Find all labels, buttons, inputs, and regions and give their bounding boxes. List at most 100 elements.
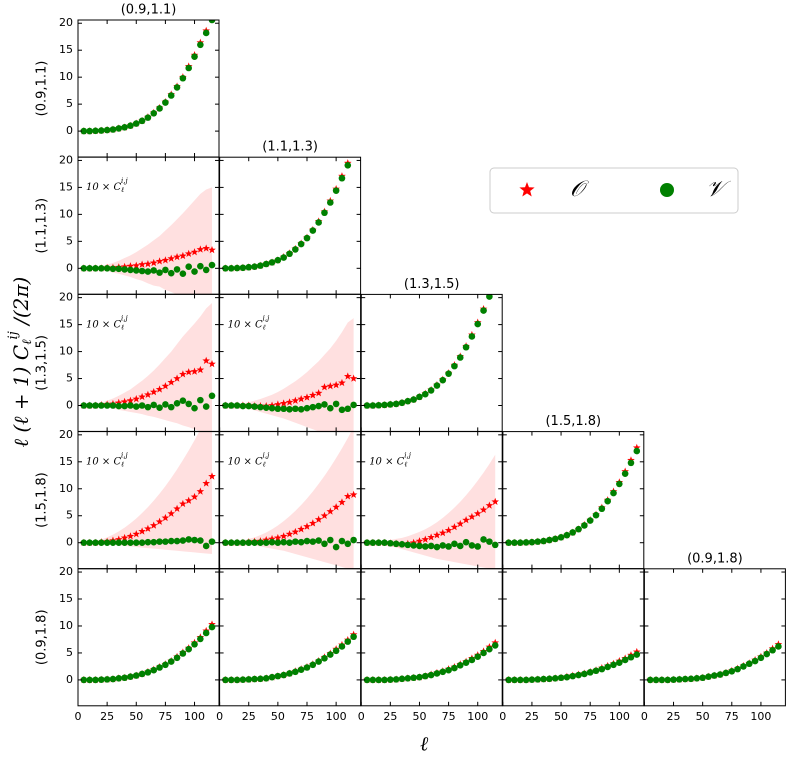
annotation-sub: ℓ bbox=[120, 186, 124, 194]
circle-point bbox=[185, 536, 193, 543]
circle-point bbox=[156, 404, 163, 411]
circle-point bbox=[492, 279, 499, 286]
panel-ylabel: (1.1,1.3) bbox=[35, 198, 50, 254]
circle-point bbox=[138, 117, 146, 125]
star-point bbox=[338, 498, 346, 506]
circle-point bbox=[127, 402, 134, 409]
annotation-text: 10 × C bbox=[86, 319, 121, 330]
annotation-sup: i,j bbox=[121, 177, 128, 185]
circle-point bbox=[557, 534, 565, 541]
y-tick-label: 5 bbox=[66, 372, 73, 385]
circle-point bbox=[179, 74, 187, 82]
circle-point bbox=[416, 393, 423, 401]
circle-point bbox=[103, 402, 111, 409]
panel: 10 × Cℓi,j bbox=[360, 431, 503, 570]
annotation-text: 10 × C bbox=[369, 456, 404, 467]
circle-point bbox=[202, 266, 210, 274]
circle-point bbox=[127, 266, 134, 274]
panel: 0 25 50 75 100 bbox=[358, 568, 503, 723]
circle-point bbox=[451, 362, 458, 370]
star-point bbox=[138, 260, 146, 268]
circle-point bbox=[202, 29, 210, 37]
circle-point bbox=[321, 540, 328, 548]
star-point bbox=[114, 535, 123, 543]
circle-point bbox=[315, 219, 322, 226]
y-tick-label: 20 bbox=[59, 291, 73, 304]
circle-point bbox=[173, 400, 181, 407]
x-tick-label: 50 bbox=[271, 710, 285, 723]
circle-point bbox=[132, 672, 140, 679]
circle-point bbox=[321, 209, 328, 217]
star-point bbox=[633, 443, 641, 452]
circle-point bbox=[103, 126, 111, 134]
circle-point bbox=[103, 539, 111, 547]
circle-point bbox=[740, 663, 747, 670]
star-point bbox=[444, 526, 453, 534]
circle-point bbox=[121, 539, 128, 547]
circle-point bbox=[297, 538, 305, 546]
circle-point bbox=[156, 105, 163, 112]
circle-point bbox=[245, 676, 253, 683]
circle-point bbox=[173, 654, 181, 662]
circle-point bbox=[439, 376, 447, 384]
star-point bbox=[120, 397, 129, 405]
circle-point bbox=[251, 403, 258, 410]
circle-point bbox=[202, 629, 210, 637]
circle-point bbox=[109, 539, 117, 547]
annotation: 10 × Cℓi,j bbox=[228, 452, 271, 469]
plot-area bbox=[80, 431, 216, 555]
circle-point bbox=[303, 404, 311, 412]
circle-point bbox=[427, 671, 435, 679]
star-point bbox=[274, 533, 282, 542]
circle-point bbox=[598, 505, 606, 513]
circle-point bbox=[344, 540, 352, 548]
circle-point bbox=[569, 672, 577, 680]
circle-point bbox=[505, 539, 512, 547]
circle-point bbox=[627, 459, 635, 467]
x-tick-label: 0 bbox=[499, 710, 506, 723]
star-point bbox=[491, 497, 500, 505]
circle-point bbox=[286, 670, 293, 677]
circle-point bbox=[121, 402, 128, 410]
circle-point bbox=[173, 266, 181, 273]
star-point bbox=[297, 525, 305, 533]
circle-point bbox=[392, 400, 400, 408]
error-band bbox=[225, 431, 354, 569]
circle-point bbox=[185, 64, 193, 72]
star-point bbox=[208, 245, 216, 254]
star-point bbox=[491, 276, 499, 283]
circle-point bbox=[239, 402, 247, 410]
circle-point bbox=[132, 120, 140, 127]
circle-point bbox=[208, 623, 216, 631]
plot-area bbox=[646, 640, 783, 684]
panel: 0 5 10 15 20 (1.3,1.5) 10 × Cℓi,j bbox=[35, 291, 220, 432]
circle-point bbox=[344, 638, 352, 645]
circle-point bbox=[491, 541, 499, 549]
circle-point bbox=[150, 267, 158, 274]
legend: 𝒪 𝒱 bbox=[489, 167, 739, 214]
circle-point bbox=[699, 674, 706, 682]
circle-point bbox=[451, 540, 458, 548]
panel: 0 25 50 75 100 (0.9,1.8) bbox=[641, 551, 786, 723]
circle-point bbox=[534, 676, 542, 683]
circle-point bbox=[433, 543, 441, 551]
panel-frame bbox=[219, 568, 362, 707]
circle-point bbox=[480, 649, 487, 657]
circle-point bbox=[398, 675, 406, 683]
star-point bbox=[132, 395, 141, 403]
circle-point bbox=[381, 676, 388, 684]
circle-point bbox=[327, 536, 334, 544]
circle-point bbox=[115, 674, 123, 682]
circle-point bbox=[138, 670, 146, 678]
circle-point bbox=[616, 659, 623, 666]
x-tick-label: 25 bbox=[242, 710, 256, 723]
circle-point bbox=[350, 149, 357, 156]
circle-point bbox=[92, 539, 99, 547]
circle-point bbox=[633, 651, 641, 658]
circle-point bbox=[468, 542, 476, 549]
circle-point bbox=[338, 643, 346, 650]
circle-point bbox=[191, 641, 198, 648]
plot-area bbox=[80, 20, 216, 135]
circle-point bbox=[127, 539, 134, 547]
circle-point bbox=[115, 265, 123, 273]
